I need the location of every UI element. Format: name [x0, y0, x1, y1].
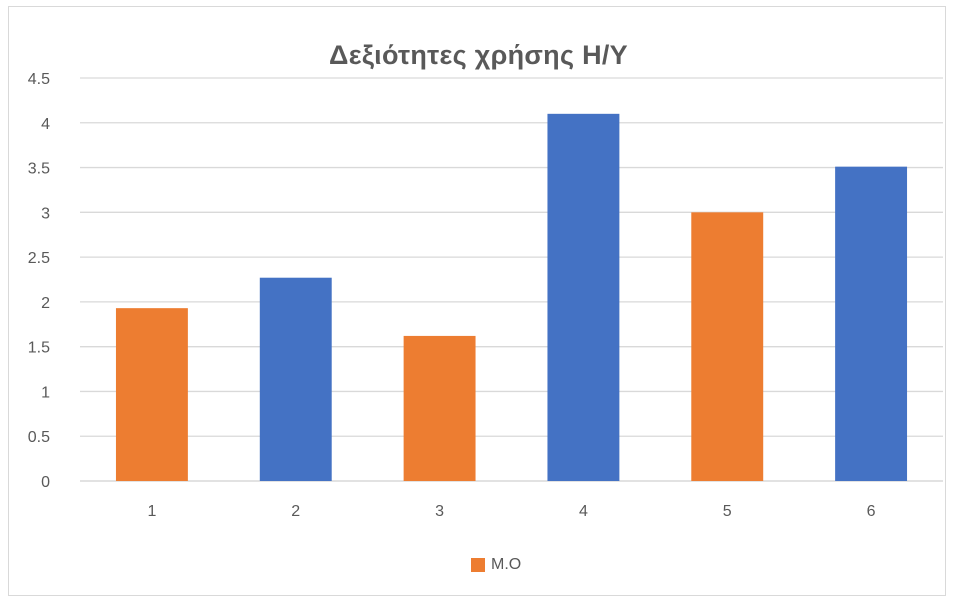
bar-3	[403, 335, 476, 481]
y-tick-label: 0.5	[28, 429, 50, 446]
legend: Μ.Ο	[471, 556, 521, 574]
y-tick-label: 4.5	[28, 71, 50, 88]
bar-6	[835, 166, 908, 481]
y-tick-label: 1	[41, 384, 50, 401]
bar-4	[547, 113, 620, 482]
y-tick-label: 3.5	[28, 161, 50, 178]
chart-title: Δεξιότητες χρήσης Η/Υ	[329, 40, 628, 70]
y-tick-label: 2	[41, 295, 50, 312]
bar-1	[115, 308, 188, 481]
y-tick-label: 0	[41, 474, 50, 491]
chart-area	[8, 6, 946, 596]
bar-5	[691, 212, 764, 482]
y-tick-label: 2.5	[28, 250, 50, 267]
x-tick-label: 3	[435, 503, 444, 520]
x-tick-label: 4	[579, 503, 588, 520]
legend-label-mo: Μ.Ο	[491, 556, 522, 573]
x-tick-label: 6	[867, 503, 876, 520]
y-tick-label: 4	[41, 116, 50, 133]
x-tick-label: 1	[147, 503, 156, 520]
y-tick-label: 1.5	[28, 340, 50, 357]
x-tick-label: 5	[723, 503, 732, 520]
bar-2	[259, 277, 332, 481]
x-tick-label: 2	[291, 503, 300, 520]
y-tick-label: 3	[41, 205, 50, 222]
legend-swatch-mo	[471, 558, 485, 572]
